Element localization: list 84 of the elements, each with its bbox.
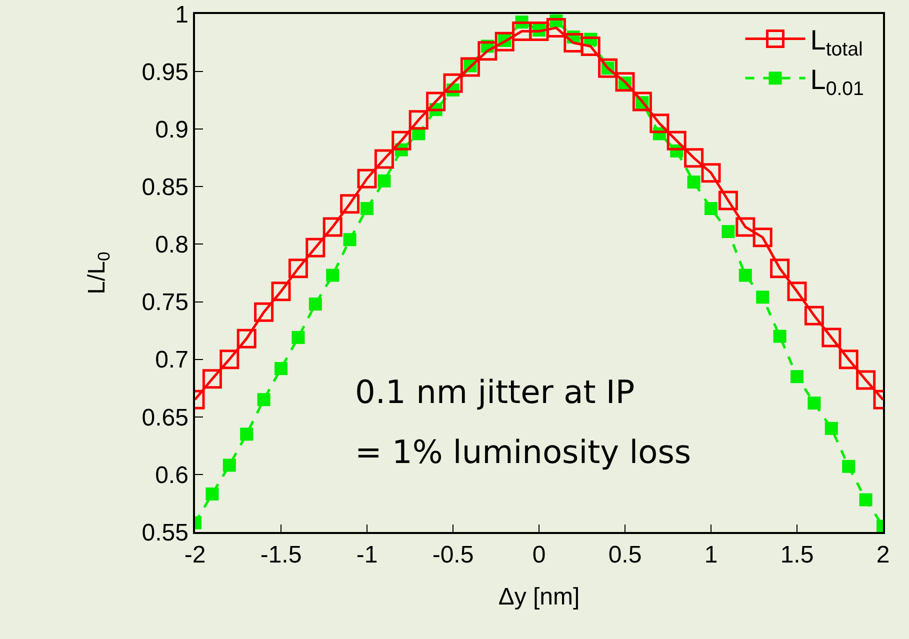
y-tick-label: 0.9 — [155, 116, 188, 144]
point — [292, 330, 305, 344]
point — [787, 282, 807, 302]
point — [615, 72, 635, 92]
point — [374, 149, 394, 169]
point — [684, 148, 704, 168]
point — [326, 268, 340, 282]
y-tick-label: 0.7 — [155, 346, 188, 374]
point — [718, 190, 738, 210]
point — [392, 130, 412, 150]
y-tick-label: 1 — [175, 1, 188, 28]
point — [343, 233, 356, 246]
point — [546, 18, 566, 38]
x-tick-label: 1 — [704, 542, 718, 569]
x-tick-label: 0.5 — [608, 542, 642, 569]
y-tick-label: 0.85 — [142, 174, 188, 202]
point — [308, 298, 322, 311]
point — [856, 370, 876, 390]
point — [738, 268, 752, 282]
point — [220, 350, 240, 370]
point — [254, 302, 274, 322]
point — [859, 493, 872, 506]
point — [306, 238, 326, 258]
point — [790, 370, 804, 384]
point — [460, 57, 480, 77]
x-tick-label: -1 — [356, 542, 378, 569]
x-tick-label: 2 — [876, 542, 890, 569]
point — [838, 350, 858, 370]
point — [529, 22, 549, 42]
y-tick-label: 0.95 — [142, 58, 188, 86]
point — [426, 92, 446, 112]
point — [687, 176, 700, 189]
point — [822, 328, 842, 348]
point — [236, 328, 256, 348]
point — [222, 458, 236, 472]
point — [408, 110, 428, 130]
point — [808, 396, 821, 410]
point — [494, 32, 514, 52]
legend-label: L$_{total}$ — [810, 24, 863, 60]
point — [736, 217, 756, 237]
point — [564, 33, 584, 53]
point — [773, 330, 786, 343]
point — [824, 422, 838, 435]
point — [580, 36, 600, 56]
point — [756, 290, 770, 304]
legend-label: L$_{0.01}$ — [810, 64, 864, 100]
x-tick-label: -1.5 — [260, 542, 302, 569]
point — [512, 22, 532, 42]
point — [202, 369, 222, 389]
y-tick-label: 0.6 — [155, 462, 188, 489]
point — [378, 174, 391, 188]
point — [666, 130, 686, 150]
point — [322, 217, 342, 237]
x-axis-title: Δy [nm] — [498, 583, 580, 610]
x-tick-label: 0 — [532, 542, 546, 569]
point — [288, 258, 308, 278]
point — [598, 58, 618, 78]
y-tick-label: 0.75 — [142, 289, 188, 316]
point — [271, 282, 291, 302]
annotation: = 1% luminosity loss — [355, 433, 692, 471]
point — [804, 306, 824, 326]
point — [360, 202, 374, 216]
point — [340, 194, 360, 214]
point — [770, 258, 790, 278]
point — [478, 41, 498, 61]
point — [701, 163, 721, 183]
point — [274, 362, 288, 376]
annotation: 0.1 nm jitter at IP — [355, 373, 635, 411]
point — [206, 488, 219, 501]
x-tick-label: 1.5 — [780, 542, 814, 569]
y-tick-label: 0.8 — [155, 232, 188, 259]
point — [842, 460, 856, 473]
point — [752, 228, 772, 248]
point — [357, 168, 377, 188]
point — [722, 225, 735, 238]
y-tick-label: 0.65 — [142, 404, 188, 432]
point — [257, 393, 270, 406]
point — [650, 114, 670, 134]
point — [240, 428, 254, 441]
point — [632, 92, 652, 112]
x-tick-label: -0.5 — [432, 542, 474, 569]
point — [443, 73, 463, 93]
point — [704, 202, 718, 216]
line-series — [195, 14, 883, 532]
